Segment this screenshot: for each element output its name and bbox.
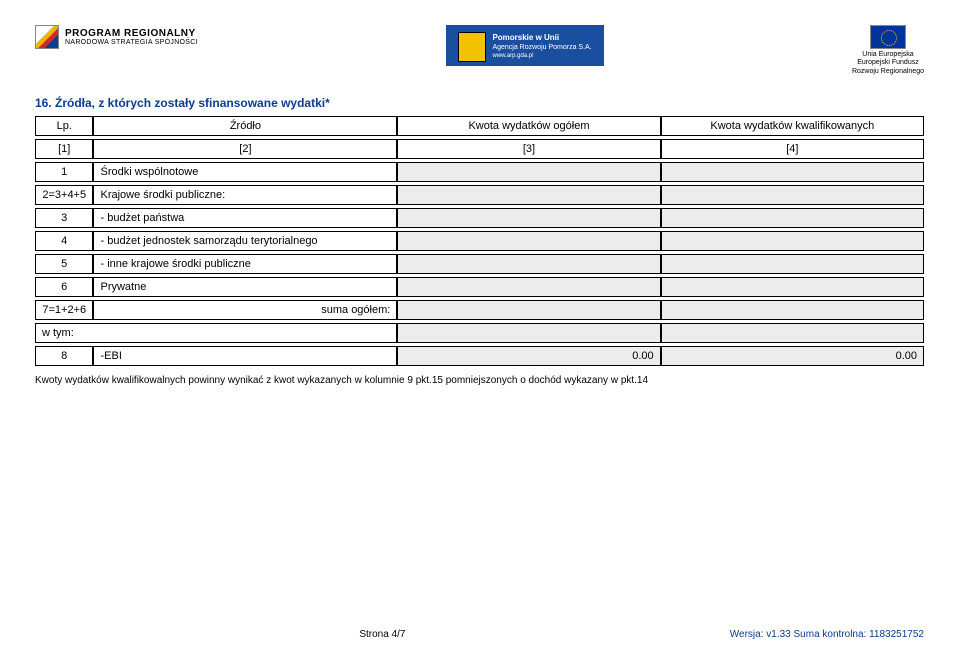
- right-l3: Rozwoju Regionalnego: [852, 68, 924, 76]
- hdr-src: Źródło: [93, 116, 397, 136]
- cell-src: - inne krajowe środki publiczne: [93, 254, 397, 274]
- cell-val3: [397, 162, 660, 182]
- cell-val3: [397, 277, 660, 297]
- cell-src: Środki wspólnotowe: [93, 162, 397, 182]
- right-l2: Europejski Fundusz: [852, 59, 924, 67]
- cell-val4: [661, 208, 924, 228]
- hdr-c4: Kwota wydatków kwalifikowanych: [661, 116, 924, 136]
- cell-val4: [661, 323, 924, 343]
- logo-right: Unia Europejska Europejski Fundusz Rozwo…: [852, 25, 924, 76]
- section-title: 16. Źródła, z których zostały sfinansowa…: [35, 96, 924, 110]
- center-line2: Agencja Rozwoju Pomorza S.A.: [492, 44, 591, 51]
- cell-val3: [397, 185, 660, 205]
- note-text: Kwoty wydatków kwalifikowalnych powinny …: [35, 375, 924, 386]
- left-subtitle: NARODOWA STRATEGIA SPÓJNOŚCI: [65, 39, 198, 47]
- cell-src: Prywatne: [93, 277, 397, 297]
- cell-lp: 5: [35, 254, 93, 274]
- center-url: www.arp.gda.pl: [492, 53, 533, 59]
- sub-src: [2]: [93, 139, 397, 159]
- cell-lp: 7=1+2+6: [35, 300, 93, 320]
- cell-val4: [661, 162, 924, 182]
- cell-val3: [397, 254, 660, 274]
- cell-src: w tym:: [35, 323, 397, 343]
- version-text: Wersja: v1.33 Suma kontrolna: 1183251752: [730, 629, 924, 640]
- cell-val4: [661, 231, 924, 251]
- table-row: 4- budżet jednostek samorządu terytorial…: [35, 231, 924, 251]
- center-line1: Pomorskie w Unii: [492, 33, 559, 42]
- program-logo-icon: [35, 25, 59, 49]
- table-row: 1Środki wspólnotowe: [35, 162, 924, 182]
- table-subheader-row: [1] [2] [3] [4]: [35, 139, 924, 159]
- table-header-row: Lp. Źródło Kwota wydatków ogółem Kwota w…: [35, 116, 924, 136]
- cell-lp: 2=3+4+5: [35, 185, 93, 205]
- cell-val3: 0.00: [397, 346, 660, 366]
- sub-c4: [4]: [661, 139, 924, 159]
- sub-lp: [1]: [35, 139, 93, 159]
- table-row: 3- budżet państwa: [35, 208, 924, 228]
- funding-table: Lp. Źródło Kwota wydatków ogółem Kwota w…: [35, 113, 924, 369]
- cell-src: -EBI: [93, 346, 397, 366]
- cell-val3: [397, 231, 660, 251]
- cell-val4: [661, 277, 924, 297]
- cell-src: suma ogółem:: [93, 300, 397, 320]
- page-number: Strona 4/7: [359, 629, 405, 640]
- hdr-lp: Lp.: [35, 116, 93, 136]
- logo-left: PROGRAM REGIONALNY NARODOWA STRATEGIA SP…: [35, 25, 198, 49]
- table-row: 6Prywatne: [35, 277, 924, 297]
- cell-src: - budżet państwa: [93, 208, 397, 228]
- right-l1: Unia Europejska: [852, 51, 924, 59]
- table-row: 8-EBI0.000.00: [35, 346, 924, 366]
- cell-val4: [661, 300, 924, 320]
- table-row: w tym:: [35, 323, 924, 343]
- page-footer: Strona 4/7 Wersja: v1.33 Suma kontrolna:…: [35, 629, 924, 640]
- table-row: 5- inne krajowe środki publiczne: [35, 254, 924, 274]
- cell-val4: 0.00: [661, 346, 924, 366]
- crest-icon: [458, 32, 486, 62]
- cell-val3: [397, 208, 660, 228]
- cell-lp: 1: [35, 162, 93, 182]
- cell-lp: 8: [35, 346, 93, 366]
- sub-c3: [3]: [397, 139, 660, 159]
- page-header: PROGRAM REGIONALNY NARODOWA STRATEGIA SP…: [35, 25, 924, 76]
- cell-src: - budżet jednostek samorządu terytorialn…: [93, 231, 397, 251]
- cell-val3: [397, 323, 660, 343]
- eu-flag-icon: [870, 25, 906, 49]
- cell-src: Krajowe środki publiczne:: [93, 185, 397, 205]
- logo-center: Pomorskie w Unii Agencja Rozwoju Pomorza…: [446, 25, 603, 66]
- cell-lp: 3: [35, 208, 93, 228]
- left-title: PROGRAM REGIONALNY: [65, 28, 198, 39]
- cell-val4: [661, 185, 924, 205]
- cell-lp: 6: [35, 277, 93, 297]
- cell-val4: [661, 254, 924, 274]
- hdr-c3: Kwota wydatków ogółem: [397, 116, 660, 136]
- cell-lp: 4: [35, 231, 93, 251]
- table-row: 7=1+2+6suma ogółem:: [35, 300, 924, 320]
- cell-val3: [397, 300, 660, 320]
- table-row: 2=3+4+5Krajowe środki publiczne:: [35, 185, 924, 205]
